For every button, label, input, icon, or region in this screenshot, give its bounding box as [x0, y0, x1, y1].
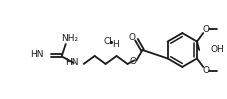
Text: O: O: [203, 66, 210, 75]
Text: HN: HN: [65, 58, 79, 67]
Text: H: H: [113, 40, 119, 49]
Text: O: O: [130, 57, 137, 66]
Text: HN: HN: [30, 50, 44, 59]
Text: Cl: Cl: [104, 37, 113, 46]
Text: O: O: [129, 33, 136, 42]
Text: O: O: [203, 25, 210, 34]
Text: NH₂: NH₂: [61, 34, 78, 43]
Text: OH: OH: [210, 46, 224, 54]
